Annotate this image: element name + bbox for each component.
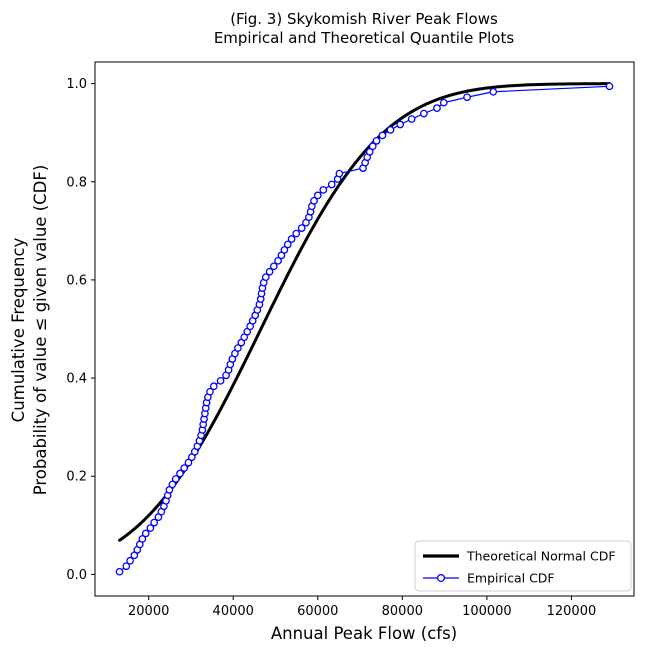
x-axis-ticks: 20000 40000 60000 80000 100000 120000	[128, 596, 596, 619]
empirical-data-point	[216, 376, 225, 385]
empirical-data-point	[261, 273, 270, 282]
empirical-data-point	[280, 246, 289, 254]
y-tick-label: 1.0	[66, 77, 87, 92]
empirical-data-point	[138, 535, 147, 543]
y-axis-label-line1: Cumulative Frequency	[9, 237, 28, 422]
y-tick-label: 0.2	[66, 470, 87, 485]
x-tick-label: 40000	[213, 604, 254, 619]
x-tick-label: 120000	[547, 604, 597, 619]
empirical-data-point	[335, 169, 344, 178]
empirical-data-point	[180, 464, 189, 472]
empirical-data-point	[319, 186, 328, 194]
empirical-data-point	[489, 87, 498, 96]
empirical-data-point	[206, 387, 214, 396]
empirical-data-point	[433, 104, 441, 112]
empirical-data-point	[176, 469, 184, 478]
legend-label-empirical: Empirical CDF	[467, 571, 555, 586]
chart-title-line1: (Fig. 3) Skykomish River Peak Flows	[230, 10, 498, 28]
x-tick-label: 20000	[128, 604, 169, 619]
empirical-data-point	[310, 196, 318, 205]
empirical-data-point	[168, 480, 177, 489]
legend-label-theoretical: Theoretical Normal CDF	[466, 549, 616, 564]
empirical-data-point	[386, 126, 395, 134]
empirical-data-point	[407, 115, 416, 123]
legend-box	[414, 540, 632, 592]
chart-title-line2: Empirical and Theoretical Quantile Plots	[214, 29, 515, 47]
empirical-data-point	[184, 458, 193, 467]
legend-empirical-marker-sample	[436, 573, 446, 583]
y-tick-label: 0.8	[66, 175, 87, 190]
empirical-data-point	[146, 524, 155, 532]
empirical-data-point	[269, 262, 278, 271]
empirical-data-point	[283, 240, 292, 249]
legend: Theoretical Normal CDF Empirical CDF	[414, 540, 632, 592]
empirical-data-point	[420, 109, 428, 118]
y-axis-ticks: 0.0 0.2 0.4 0.6 0.8 1.0	[66, 77, 95, 583]
x-tick-label: 60000	[297, 604, 338, 619]
empirical-data-point	[439, 98, 448, 107]
empirical-data-point	[313, 191, 322, 200]
empirical-data-point	[292, 229, 301, 238]
empirical-data-point	[150, 518, 159, 527]
empirical-data-point	[122, 562, 131, 571]
empirical-data-point	[209, 382, 218, 391]
plot-spines	[94, 61, 635, 597]
empirical-data-point	[115, 567, 124, 576]
y-tick-label: 0.6	[66, 273, 87, 288]
x-tick-label: 100000	[462, 604, 512, 619]
empirical-data-point	[287, 235, 296, 243]
y-tick-label: 0.0	[66, 568, 87, 583]
empirical-data-point	[378, 131, 387, 140]
y-tick-label: 0.4	[66, 372, 87, 387]
empirical-data-point	[171, 475, 180, 483]
empirical-cdf-points	[115, 82, 614, 576]
empirical-data-point	[605, 82, 614, 91]
empirical-data-point	[463, 93, 471, 102]
empirical-data-point	[274, 256, 282, 265]
empirical-data-point	[265, 267, 274, 276]
x-tick-label: 80000	[382, 604, 423, 619]
empirical-data-point	[141, 529, 150, 538]
empirical-data-point	[126, 556, 134, 565]
theoretical-cdf-curve	[118, 82, 611, 542]
y-axis-label-line2: Probability of value ≤ given value (CDF)	[31, 165, 50, 496]
empirical-data-point	[396, 120, 405, 129]
x-axis-label: Annual Peak Flow (cfs)	[271, 624, 457, 643]
empirical-data-point	[372, 137, 381, 145]
empirical-data-point	[368, 142, 377, 151]
empirical-data-point	[297, 224, 306, 232]
empirical-data-point	[327, 180, 336, 189]
empirical-data-point	[234, 344, 242, 352]
theoretical-normal-cdf-line	[118, 82, 611, 542]
